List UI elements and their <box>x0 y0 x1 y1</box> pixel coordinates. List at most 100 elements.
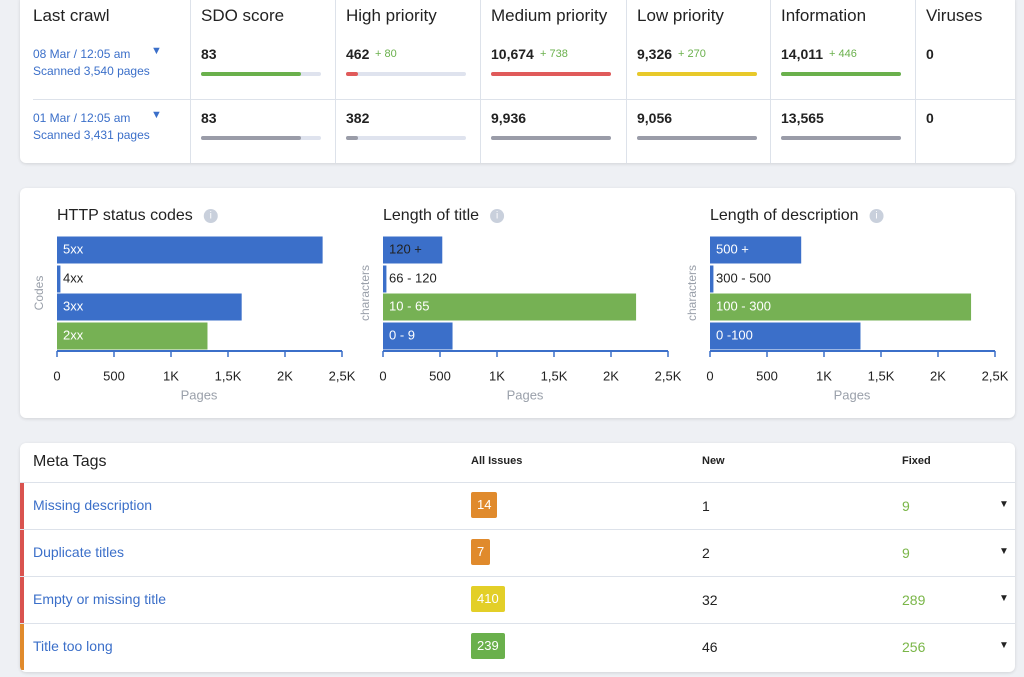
bar <box>710 322 861 350</box>
y-axis-label: characters <box>358 265 372 321</box>
progress-track <box>346 136 466 140</box>
bar <box>57 322 208 350</box>
fixed-count: 9 <box>902 498 910 514</box>
chart-title: Length of title <box>383 207 479 224</box>
x-tick-label: 1,5K <box>541 368 568 383</box>
info-icon <box>203 209 218 223</box>
bar <box>710 293 972 321</box>
x-tick-label: 2,5K <box>655 368 682 383</box>
row-divider <box>20 482 1015 483</box>
x-tick-label: 1K <box>489 368 505 383</box>
row-divider <box>33 99 1015 100</box>
issue-badge: 14 <box>471 492 498 518</box>
x-tick-label: 2K <box>277 368 293 383</box>
category-label: 120 + <box>389 241 422 256</box>
x-tick-label: 1,5K <box>868 368 895 383</box>
issue-name[interactable]: Empty or missing title <box>33 591 167 607</box>
column-header: High priority <box>346 6 437 25</box>
x-axis-label: Pages <box>181 387 218 402</box>
metric-value: 0 <box>926 46 934 62</box>
table-header: Fixed <box>902 455 931 467</box>
column-header: Viruses <box>926 6 983 25</box>
table-header: New <box>702 455 725 467</box>
crawl-date[interactable]: 01 Mar / 12:05 am <box>33 111 131 125</box>
expand-caret[interactable]: ▼ <box>999 640 1009 651</box>
progress-fill <box>781 72 901 76</box>
category-label: 10 - 65 <box>389 298 429 313</box>
expand-caret[interactable]: ▼ <box>999 546 1009 557</box>
progress-fill <box>201 136 301 140</box>
progress-track <box>346 72 466 76</box>
crawl-date[interactable]: 08 Mar / 12:05 am <box>33 47 131 61</box>
category-label: 500 + <box>716 241 749 256</box>
metric-delta: + 446 <box>829 48 857 60</box>
info-icon <box>490 209 505 223</box>
category-label: 66 - 120 <box>389 270 437 285</box>
crawl-card: Last crawl SDO score High priority Medium p… <box>20 0 1015 163</box>
metric-delta: + 80 <box>375 48 397 60</box>
dropdown-caret[interactable]: ▼ <box>151 45 162 57</box>
issue-name[interactable]: Missing description <box>33 497 153 513</box>
expand-caret[interactable]: ▼ <box>999 499 1009 510</box>
y-axis-label: characters <box>685 265 699 321</box>
info-glyph: i <box>210 211 212 222</box>
x-tick-label: 500 <box>429 368 451 383</box>
category-label: 300 - 500 <box>716 270 771 285</box>
row-divider <box>20 529 1015 530</box>
chart-title: HTTP status codes <box>57 207 193 224</box>
progress-fill <box>637 72 757 76</box>
x-tick-label: 0 <box>706 368 713 383</box>
metric-value: 14,011 <box>781 46 824 62</box>
fixed-count: 9 <box>902 545 910 561</box>
row-stripe <box>20 483 24 529</box>
metric-value: 462 <box>346 46 370 62</box>
column-divider <box>335 0 336 163</box>
progress-fill <box>201 72 301 76</box>
table-header: All Issues <box>471 455 523 467</box>
info-glyph: i <box>875 211 877 222</box>
metric-value: 10,674 <box>491 46 534 62</box>
metric-value: 9,326 <box>637 46 673 62</box>
row-stripe <box>20 530 24 576</box>
row-divider <box>20 623 1015 624</box>
new-count: 46 <box>702 639 718 655</box>
column-header: SDO score <box>201 6 285 25</box>
issue-badge: 7 <box>471 539 491 565</box>
info-glyph: i <box>496 211 498 222</box>
progress-fill <box>491 72 611 76</box>
metric-delta: + 738 <box>540 48 568 60</box>
x-tick-label: 2K <box>930 368 946 383</box>
fixed-count: 289 <box>902 592 926 608</box>
column-header: Low priority <box>637 6 724 25</box>
bar <box>57 293 242 321</box>
category-label: 5xx <box>63 241 84 256</box>
category-label: 0 -100 <box>716 327 753 342</box>
column-divider <box>190 0 191 163</box>
new-count: 32 <box>702 592 718 608</box>
charts: HTTP status codes i Codes 5xx 4xx 3xx 2xx 0 500 1… <box>32 207 1009 402</box>
bar <box>383 322 453 350</box>
expand-caret[interactable]: ▼ <box>999 593 1009 604</box>
metric-value: 0 <box>926 110 934 126</box>
dropdown-caret[interactable]: ▼ <box>151 109 162 121</box>
metric-value: 13,565 <box>781 110 824 126</box>
new-count: 1 <box>702 498 710 514</box>
x-axis-label: Pages <box>834 387 871 402</box>
issue-name[interactable]: Duplicate titles <box>33 544 125 560</box>
column-divider <box>915 0 916 163</box>
metric-value: 83 <box>201 46 217 62</box>
column-header: Information <box>781 6 867 25</box>
new-count: 2 <box>702 545 710 561</box>
x-tick-label: 2,5K <box>329 368 356 383</box>
info-icon <box>869 209 884 223</box>
issue-badge: 239 <box>471 633 505 659</box>
row-stripe <box>20 577 24 623</box>
column-header: Medium priority <box>491 6 608 25</box>
column-divider <box>770 0 771 163</box>
metric-value: 382 <box>346 110 370 126</box>
progress-fill <box>781 136 901 140</box>
bar <box>57 265 61 293</box>
issue-name[interactable]: Title too long <box>33 638 113 654</box>
metric-value: 9,936 <box>491 110 527 126</box>
